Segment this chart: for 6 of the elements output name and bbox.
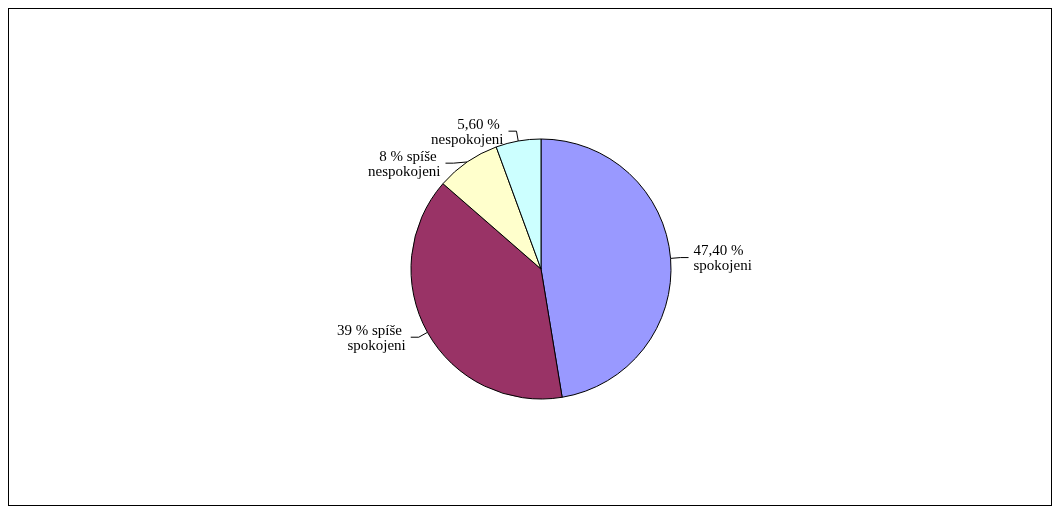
data-label: 47,40 % [693, 242, 748, 259]
slice-label: nespokojeni [431, 130, 504, 147]
data-label: 5,60 % [457, 115, 504, 132]
slice-label: 8 % spíše nespokojeni [367, 147, 441, 179]
slice-label: spokojeni [693, 257, 752, 274]
slice-label: 39 % spíše spokojeni [336, 321, 406, 353]
